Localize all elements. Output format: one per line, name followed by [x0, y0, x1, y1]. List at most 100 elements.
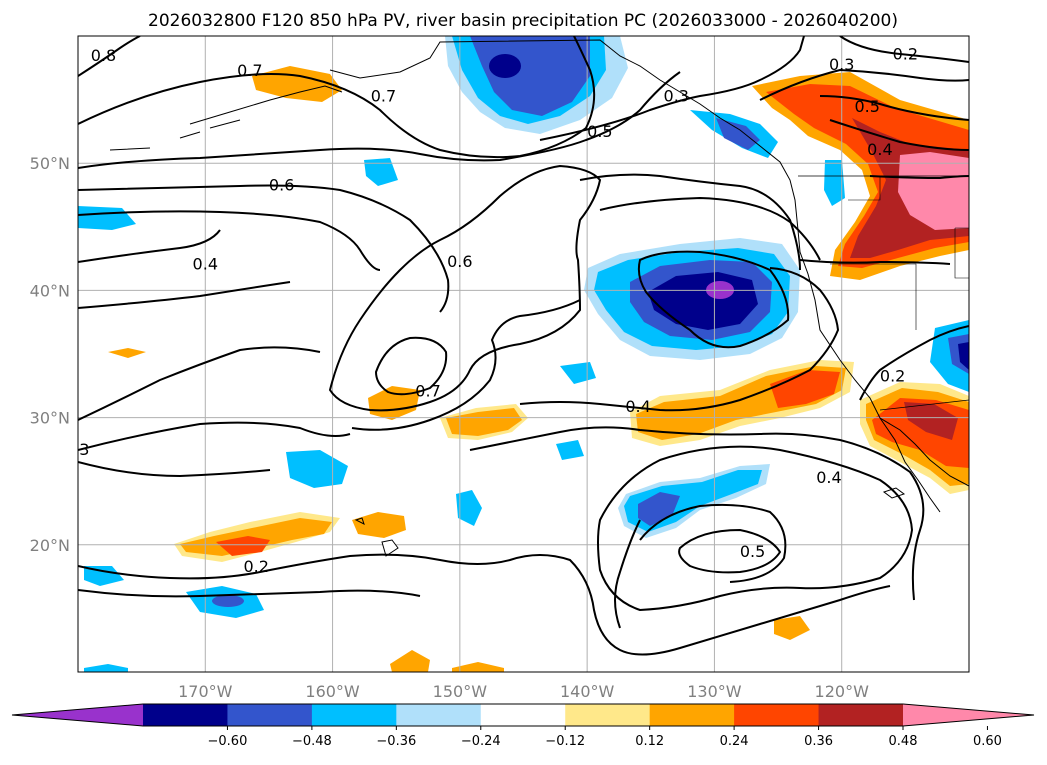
lat-tick-label: 30°N — [30, 409, 70, 428]
pv-contour-0-5-north — [539, 36, 805, 141]
colorbar-tick-label: −0.12 — [545, 734, 585, 749]
colorbar-segment — [649, 704, 735, 726]
shade-positive-bottom-2 — [452, 662, 504, 672]
lon-tick-label: 150°W — [433, 682, 488, 701]
colorbar-segment — [480, 704, 566, 726]
pv-contour-0-2-mid-east — [799, 259, 951, 265]
pv-contour-0-4-mid — [579, 173, 801, 271]
colorbar-segment — [396, 704, 482, 726]
contour-label: 0.3 — [829, 55, 854, 74]
pv-contour-0-7-north — [78, 36, 596, 159]
shade-positive-20n-165w-inner — [180, 518, 332, 556]
pv-contour-0-3-ne-inner — [869, 175, 969, 180]
shade-positive-pacific-nw-peak — [898, 152, 969, 230]
pv-contour-0-3-south-loop — [614, 519, 641, 629]
shade-positive-30n-147w-inner — [446, 408, 522, 436]
contour-label: 0.8 — [91, 46, 116, 65]
colorbar-extend-min — [12, 704, 143, 726]
colorbar: −0.60 −0.48 −0.36 −0.24 −0.12 0.12 0.24 0.36 0.4… — [11, 703, 1035, 749]
colorbar-tick-label: −0.36 — [376, 734, 416, 749]
contour-label: 0.5 — [587, 122, 612, 141]
contour-label: 0.4 — [193, 255, 218, 274]
pv-contour-0-4-subtropic — [469, 426, 925, 601]
contour-label: 0.7 — [237, 61, 262, 80]
colorbar-tick-label: 0.60 — [973, 734, 1002, 749]
coast-hawaii-1 — [381, 539, 399, 557]
pv-contour-0-4-south — [78, 421, 351, 451]
pv-contour-0-6-south — [351, 299, 581, 431]
lon-tick-label: 140°W — [560, 682, 615, 701]
lon-tick-label: 130°W — [687, 682, 742, 701]
border-washington-oregon — [848, 176, 881, 201]
contour-label: 0.6 — [269, 176, 294, 195]
map-frame — [77, 35, 970, 673]
contour-label: 0.6 — [447, 252, 472, 271]
lat-tick-label: 50°N — [30, 154, 70, 173]
pv-contour-0-6-north — [78, 71, 681, 169]
coastline-alaska-peninsula — [189, 85, 343, 125]
contour-label: 0.7 — [371, 87, 396, 106]
lat-tick-label: 20°N — [30, 536, 70, 555]
shade-negative-23n-151w — [456, 490, 482, 526]
colorbar-outline — [11, 703, 1035, 727]
colorbar-tick-label: 0.36 — [804, 734, 833, 749]
lon-tick-label: 120°W — [815, 682, 870, 701]
pv-contour-0-5-central — [637, 250, 790, 349]
pv-contour-0-5-ne — [819, 95, 969, 121]
contour-label: 0.5 — [854, 97, 879, 116]
coast-aleutians — [109, 119, 241, 151]
colorbar-tick-label: −0.24 — [461, 734, 501, 749]
colorbar-segment — [143, 704, 228, 726]
pv-contour-0-4-ne — [829, 119, 969, 151]
pv-contour-0-6-mid — [78, 184, 450, 313]
lon-tick-label: 160°W — [305, 682, 360, 701]
colorbar-tick-label: −0.48 — [292, 734, 332, 749]
shade-positive-30n-130w-strong — [770, 370, 840, 408]
colorbar-tick-label: −0.60 — [208, 734, 248, 749]
shade-negative-28n-140w — [556, 440, 584, 460]
colorbar-extend-max — [903, 704, 1034, 726]
colorbar-tick-label: 0.24 — [720, 734, 749, 749]
pv-contour-0-6-inner-loop — [328, 164, 602, 412]
contour-label: 0.4 — [867, 140, 892, 159]
pv-contours — [78, 36, 969, 656]
pv-contour-0-7-loop — [374, 336, 448, 396]
shade-positive-13n-125w — [774, 616, 810, 640]
contour-label: 0.4 — [816, 468, 841, 487]
pv-contour-0-2-bottom — [78, 589, 421, 598]
border-east-box — [954, 227, 969, 279]
contour-label: 3 — [79, 440, 89, 459]
pv-contour-0-4-southwest — [639, 503, 787, 583]
shade-negative-48n-162w — [364, 158, 398, 186]
contour-label: 0.2 — [243, 557, 268, 576]
pv-contour-0-2-south — [78, 553, 891, 656]
colorbar-segment — [734, 704, 820, 726]
contour-label: 0.7 — [415, 382, 440, 401]
pv-contour-0-3-central — [599, 196, 821, 261]
shade-negative-16n-167w-core — [212, 595, 244, 607]
map-panel: 0.8 0.7 0.7 0.6 0.4 0.6 0.5 0.3 0.3 0.2 0.5 0.4 0.7 0… — [78, 36, 969, 672]
pv-contour-0-3-ne — [759, 68, 969, 101]
shade-positive-21n-155w — [352, 512, 406, 538]
contour-label: 0.4 — [625, 397, 650, 416]
figure-title: 2026032800 F120 850 hPa PV, river basin … — [148, 11, 898, 31]
pv-contour-0-4-central — [519, 267, 840, 412]
shade-negative-15n-178w — [84, 566, 124, 586]
shade-negative-east-edge-core — [958, 342, 969, 370]
border-us-mexico — [879, 399, 969, 411]
contour-label: 0.5 — [740, 542, 765, 561]
contour-label: 0.2 — [880, 366, 905, 385]
pv-contour-0-2-ne — [839, 36, 969, 63]
contour-labels: 0.8 0.7 0.7 0.6 0.4 0.6 0.5 0.3 0.3 0.2 0.5 0.4 0.7 0… — [79, 45, 918, 577]
pv-contour-0-3-west — [78, 281, 291, 309]
pv-contour-0-4-west — [78, 229, 221, 263]
coastlines — [109, 39, 969, 557]
colorbar-tick-label: 0.48 — [889, 734, 918, 749]
coast-hawaii-2 — [354, 517, 365, 525]
latitude-tick-labels: 50°N 40°N 30°N 20°N — [30, 154, 70, 555]
colorbar-segment — [227, 704, 313, 726]
shade-negative-bc-coast-inner — [716, 118, 760, 150]
colorbar-segment — [818, 704, 904, 726]
shade-positive-california-core — [904, 402, 958, 440]
